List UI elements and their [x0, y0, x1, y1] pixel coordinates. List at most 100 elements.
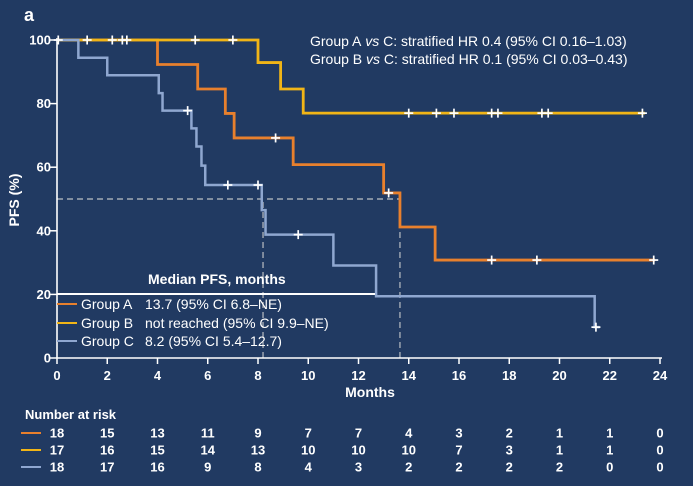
- risk-count: 7: [305, 426, 312, 441]
- censor-mark: [449, 108, 459, 118]
- risk-count: 4: [405, 426, 413, 441]
- risk-count: 4: [305, 460, 313, 475]
- y-tick-label: 40: [37, 223, 51, 238]
- median-pfs-legend: Median PFS, months Group A 13.7 (95% CI …: [57, 272, 375, 351]
- risk-count: 2: [455, 460, 462, 475]
- legend-value: not reached (95% CI 9.9–NE): [145, 314, 329, 331]
- risk-count: 3: [455, 426, 462, 441]
- group-c-curve: [57, 38, 600, 329]
- risk-count: 1: [556, 443, 563, 458]
- risk-count: 14: [201, 443, 216, 458]
- risk-count: 3: [506, 443, 513, 458]
- legend-rule: [57, 293, 375, 295]
- censor-mark: [532, 255, 542, 265]
- y-tick-label: 80: [37, 96, 51, 111]
- risk-count: 8: [254, 460, 261, 475]
- censor-mark: [493, 108, 503, 118]
- x-tick-label: 20: [552, 368, 566, 383]
- x-tick-label: 16: [452, 368, 466, 383]
- group-b-curve: [57, 38, 645, 115]
- censor-mark: [404, 108, 414, 118]
- legend-row-group-a: Group A 13.7 (95% CI 6.8–NE): [57, 295, 375, 314]
- risk-count: 15: [150, 443, 164, 458]
- legend-label: Group C: [81, 333, 134, 350]
- censor-mark: [543, 108, 553, 118]
- x-tick-label: 18: [502, 368, 516, 383]
- risk-count: 11: [201, 426, 215, 441]
- risk-count: 1: [606, 443, 613, 458]
- risk-count: 13: [251, 443, 265, 458]
- risk-count: 0: [656, 460, 663, 475]
- risk-count: 17: [100, 460, 114, 475]
- censor-mark: [228, 35, 238, 45]
- risk-count: 1: [606, 426, 613, 441]
- censor-mark: [649, 255, 659, 265]
- risk-count: 2: [506, 426, 513, 441]
- risk-count: 9: [204, 460, 211, 475]
- x-axis-title: Months: [345, 384, 395, 400]
- legend-value: 13.7 (95% CI 6.8–NE): [145, 296, 282, 313]
- risk-count: 18: [50, 426, 64, 441]
- hr-annotation-line-2: Group B vs C: stratified HR 0.1 (95% CI …: [310, 51, 628, 67]
- x-tick-label: 2: [104, 368, 111, 383]
- panel-label: a: [24, 5, 35, 25]
- risk-count: 18: [50, 460, 64, 475]
- risk-count: 0: [656, 426, 663, 441]
- y-tick-label: 60: [37, 160, 51, 175]
- censor-mark: [82, 35, 92, 45]
- x-tick-label: 24: [653, 368, 668, 383]
- risk-count: 3: [355, 460, 362, 475]
- censor-mark: [637, 108, 647, 118]
- y-tick-label: 100: [29, 33, 51, 48]
- group-b-swatch: [57, 321, 77, 324]
- y-axis-title: PFS (%): [6, 173, 22, 227]
- legend-value: 8.2 (95% CI 5.4–12.7): [145, 333, 282, 350]
- censor-mark: [431, 108, 441, 118]
- risk-count: 7: [355, 426, 362, 441]
- censor-mark: [223, 180, 233, 190]
- censor-mark: [122, 35, 132, 45]
- legend-header: Median PFS, months: [148, 271, 286, 287]
- risk-count: 10: [301, 443, 315, 458]
- x-tick-label: 6: [204, 368, 211, 383]
- risk-count: 9: [254, 426, 261, 441]
- x-tick-label: 14: [402, 368, 417, 383]
- risk-count: 7: [455, 443, 462, 458]
- group-a-curve: [57, 38, 655, 262]
- risk-count: 13: [150, 426, 164, 441]
- risk-count: 16: [100, 443, 114, 458]
- hr-annotation-line-1: Group A vs C: stratified HR 0.4 (95% CI …: [310, 33, 627, 49]
- censor-mark: [107, 35, 117, 45]
- x-tick-label: 12: [351, 368, 365, 383]
- group-c-swatch: [57, 340, 77, 343]
- risk-count: 2: [506, 460, 513, 475]
- risk-count: 0: [656, 443, 663, 458]
- legend-label: Group B: [81, 314, 134, 331]
- legend-row-group-b: Group B not reached (95% CI 9.9–NE): [57, 314, 375, 333]
- censor-mark: [53, 35, 63, 45]
- censor-mark: [293, 230, 303, 240]
- hr-annotation: Group A vs C: stratified HR 0.4 (95% CI …: [310, 32, 627, 68]
- risk-count: 0: [606, 460, 613, 475]
- y-tick-label: 20: [37, 287, 51, 302]
- risk-count: 10: [402, 443, 416, 458]
- number-at-risk-header: Number at risk: [25, 407, 117, 422]
- risk-count: 16: [150, 460, 164, 475]
- censor-mark: [271, 133, 281, 143]
- censor-mark: [253, 180, 263, 190]
- legend-row-group-c: Group C 8.2 (95% CI 5.4–12.7): [57, 332, 375, 351]
- risk-count: 2: [405, 460, 412, 475]
- risk-count: 15: [100, 426, 114, 441]
- y-tick-label: 0: [44, 351, 51, 366]
- risk-count: 17: [50, 443, 64, 458]
- x-tick-label: 10: [301, 368, 315, 383]
- risk-count: 10: [351, 443, 365, 458]
- risk-count: 1: [556, 426, 563, 441]
- group-a-swatch: [57, 303, 77, 306]
- censor-mark: [591, 322, 601, 332]
- x-tick-label: 22: [603, 368, 617, 383]
- risk-count: 2: [556, 460, 563, 475]
- legend-label: Group A: [81, 296, 133, 313]
